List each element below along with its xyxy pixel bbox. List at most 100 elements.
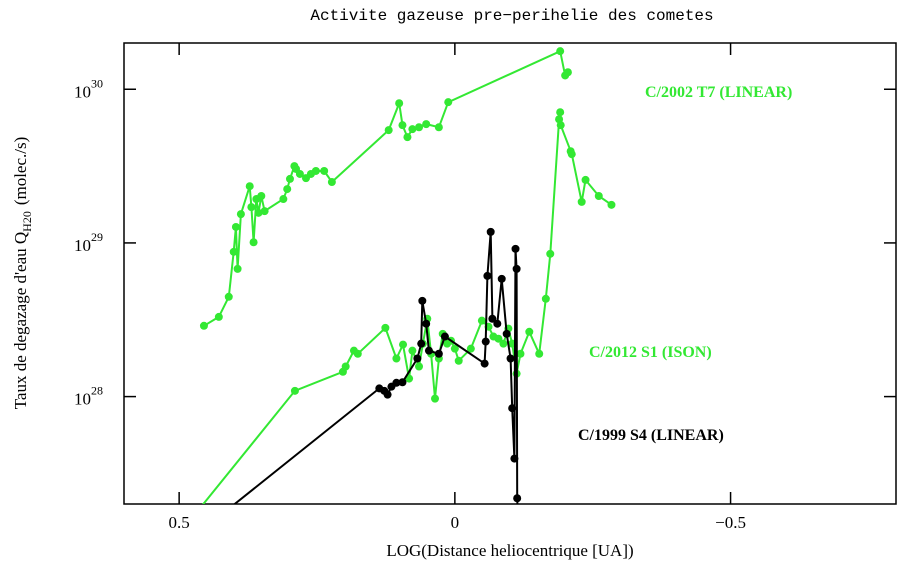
data-point	[398, 378, 407, 387]
y-axis-label-sub: H20	[20, 211, 34, 232]
data-point	[285, 174, 294, 183]
data-point	[279, 195, 288, 204]
data-point	[224, 292, 233, 301]
x-tick-label: 0	[451, 513, 460, 532]
data-point	[466, 344, 475, 353]
data-point	[392, 378, 401, 387]
data-point	[383, 390, 392, 399]
data-point	[514, 524, 522, 532]
y-axis-label-end: (molec./s)	[11, 137, 30, 205]
data-point	[320, 166, 329, 175]
data-point	[567, 150, 576, 159]
data-point	[594, 192, 603, 201]
data-point	[477, 316, 486, 325]
data-point	[212, 515, 220, 523]
data-point	[563, 68, 572, 77]
data-point	[422, 120, 431, 129]
data-point	[403, 133, 412, 142]
data-point	[431, 394, 440, 403]
data-point	[398, 121, 407, 130]
data-point	[257, 192, 266, 201]
data-point	[556, 108, 565, 117]
data-point	[408, 125, 417, 134]
data-point	[249, 238, 258, 247]
data-point	[424, 346, 433, 355]
data-point	[577, 197, 586, 206]
series-line	[203, 49, 569, 327]
data-point	[450, 344, 459, 353]
data-point	[511, 244, 520, 253]
series-label: C/2012 S1 (ISON)	[589, 344, 712, 361]
y-tick-label: 1029	[74, 230, 103, 255]
data-point	[408, 346, 417, 355]
y-axis-label-main: Taux de degazage d'eau Q	[11, 232, 30, 409]
data-point	[311, 166, 320, 175]
data-point	[417, 339, 426, 348]
data-point	[434, 349, 443, 358]
data-point	[556, 121, 565, 130]
data-point	[556, 47, 565, 56]
y-tick-base: 10	[74, 82, 91, 101]
data-point	[236, 210, 245, 219]
data-point	[327, 178, 336, 187]
data-point	[493, 319, 502, 328]
data-point	[508, 404, 517, 413]
y-tick-base: 10	[74, 236, 91, 255]
data-point	[418, 296, 427, 305]
data-point	[214, 312, 223, 321]
data-point	[199, 321, 208, 330]
data-point	[581, 175, 590, 184]
y-tick-exponent: 28	[91, 384, 103, 398]
data-point	[506, 354, 515, 363]
data-point	[513, 494, 522, 503]
data-point	[247, 203, 256, 212]
y-axis-label: Taux de degazage d'eau QH20 (molec./s)	[11, 137, 34, 410]
data-point	[481, 337, 490, 346]
data-point	[512, 264, 521, 273]
data-point	[392, 354, 401, 363]
data-point	[494, 334, 503, 343]
plot-frame	[123, 42, 897, 505]
data-point	[260, 207, 269, 216]
y-tick-exponent: 29	[91, 230, 103, 244]
data-point	[480, 359, 489, 368]
data-point	[413, 354, 422, 363]
data-point	[283, 185, 292, 194]
data-point	[229, 247, 238, 256]
data-point	[254, 208, 263, 217]
series-line	[233, 231, 519, 504]
y-tick-base: 10	[74, 390, 91, 409]
data-point	[395, 99, 404, 108]
series-label: C/1999 S4 (LINEAR)	[578, 427, 724, 444]
data-point	[353, 349, 362, 358]
x-tick-label: 0.5	[169, 513, 190, 532]
data-point	[415, 362, 424, 371]
data-point	[384, 126, 393, 135]
chart-title: Activite gazeuse pre−perihelie des comet…	[310, 7, 713, 25]
series-label: C/2002 T7 (LINEAR)	[645, 84, 792, 101]
data-point	[415, 123, 424, 132]
data-point	[607, 200, 616, 209]
series-line	[202, 112, 613, 504]
data-point	[341, 362, 350, 371]
data-point	[454, 356, 463, 365]
y-tick-label: 1028	[74, 384, 103, 409]
data-point	[483, 271, 492, 280]
plot-area	[199, 47, 616, 532]
data-point	[290, 386, 299, 395]
data-point	[499, 339, 508, 348]
data-point	[381, 323, 390, 332]
y-tick-exponent: 30	[91, 76, 103, 90]
data-point	[546, 249, 555, 258]
data-point	[486, 227, 495, 236]
data-point	[510, 454, 519, 463]
data-point	[434, 123, 443, 132]
x-axis-label: LOG(Distance heliocentrique [UA])	[386, 541, 633, 560]
data-point	[541, 294, 550, 303]
data-point	[497, 274, 506, 283]
y-tick-label: 1030	[74, 76, 103, 101]
data-point	[422, 319, 431, 328]
x-tick-label: −0.5	[715, 513, 746, 532]
data-point	[233, 264, 242, 273]
